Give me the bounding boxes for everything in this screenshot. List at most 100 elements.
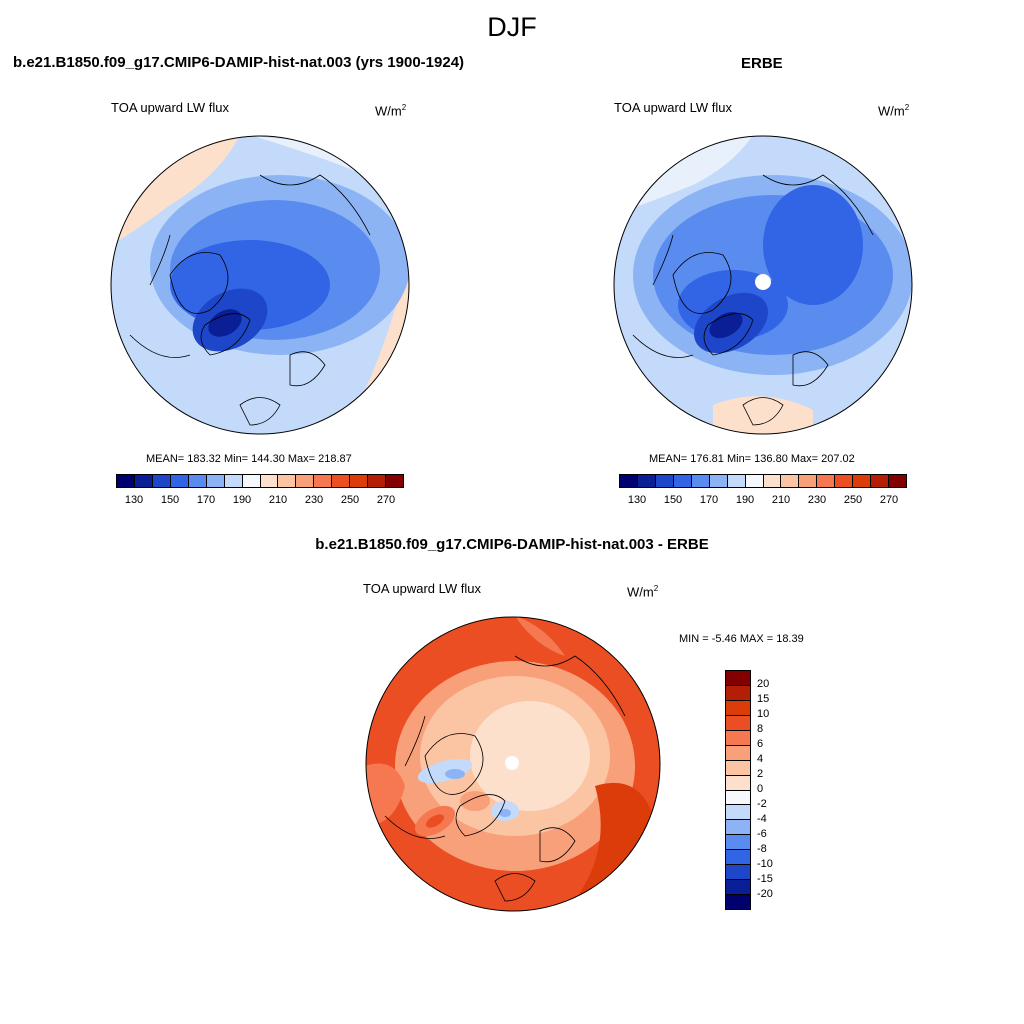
- colorbar-diff-swatch: [726, 745, 750, 761]
- variable-label-obs: TOA upward LW flux: [614, 100, 733, 115]
- colorbar-diff-tick-label: -6: [757, 828, 767, 840]
- colorbar-model-swatch: [170, 475, 189, 487]
- colorbar-model-tick-label: 130: [124, 494, 144, 506]
- colorbar-model-swatch: [260, 475, 279, 487]
- colorbar-model: [116, 474, 404, 488]
- colorbar-diff-swatch: [726, 730, 750, 746]
- colorbar-obs-swatch: [691, 475, 710, 487]
- colorbar-model-swatch: [386, 475, 403, 487]
- stats-diff: MIN = -5.46 MAX = 18.39: [679, 633, 804, 645]
- colorbar-model-swatch: [117, 475, 135, 487]
- colorbar-model-swatch: [134, 475, 153, 487]
- colorbar-obs-tick-label: 270: [879, 494, 899, 506]
- colorbar-diff-tick-label: -8: [757, 843, 767, 855]
- colorbar-ticks-obs: 130 150 170 190 210 230 250 270: [619, 494, 907, 508]
- colorbar-obs-swatch: [655, 475, 674, 487]
- colorbar-diff-tick-label: -20: [757, 888, 773, 900]
- colorbar-obs-tick-label: 250: [843, 494, 863, 506]
- stats-model: MEAN= 183.32 Min= 144.30 Max= 218.87: [146, 453, 352, 465]
- colorbar-obs-swatch: [745, 475, 764, 487]
- colorbar-model-tick-label: 210: [268, 494, 288, 506]
- colorbar-obs-swatch: [871, 475, 890, 487]
- colorbar-obs-tick-label: 230: [807, 494, 827, 506]
- colorbar-model-tick-label: 170: [196, 494, 216, 506]
- colorbar-obs-swatch: [799, 475, 818, 487]
- colorbar-diff-tick-label: 4: [757, 753, 764, 765]
- colorbar-diff-tick-label: 0: [757, 783, 764, 795]
- colorbar-model-tick-label: 190: [232, 494, 252, 506]
- colorbar-model-tick-label: 150: [160, 494, 180, 506]
- colorbar-diff-swatch: [726, 790, 750, 806]
- figure-title: DJF: [487, 12, 537, 42]
- colorbar-model-swatch: [314, 475, 333, 487]
- colorbar-model-tick-label: 270: [376, 494, 396, 506]
- colorbar-ticks-diff: 20 15 10 8 6 4 2 0 -2 -4 -6 -8 -10 -15 -20: [757, 670, 797, 910]
- colorbar-diff-swatch: [726, 805, 750, 821]
- colorbar-obs: [619, 474, 907, 488]
- colorbar-model-swatch: [368, 475, 387, 487]
- colorbar-diff-swatch: [726, 880, 750, 896]
- colorbar-obs-swatch: [727, 475, 746, 487]
- colorbar-diff-swatch: [726, 865, 750, 881]
- colorbar-obs-swatch: [889, 475, 906, 487]
- colorbar-model-swatch: [206, 475, 225, 487]
- colorbar-diff-swatch: [726, 850, 750, 866]
- colorbar-model-swatch: [350, 475, 369, 487]
- colorbar-obs-swatch: [781, 475, 800, 487]
- stats-obs: MEAN= 176.81 Min= 136.80 Max= 207.02: [649, 453, 855, 465]
- colorbar-diff-swatch: [726, 700, 750, 716]
- colorbar-diff-swatch: [726, 685, 750, 701]
- colorbar-obs-swatch: [763, 475, 782, 487]
- panel-title-diff: b.e21.B1850.f09_g17.CMIP6-DAMIP-hist-nat…: [315, 536, 709, 553]
- colorbar-obs-tick-label: 170: [699, 494, 719, 506]
- colorbar-obs-swatch: [835, 475, 854, 487]
- colorbar-diff-tick-label: 8: [757, 723, 764, 735]
- colorbar-diff-tick-label: -15: [757, 873, 773, 885]
- colorbar-diff-tick-label: 10: [757, 708, 770, 720]
- colorbar-obs-tick-label: 210: [771, 494, 791, 506]
- colorbar-model-swatch: [296, 475, 315, 487]
- colorbar-diff-tick-label: 6: [757, 738, 764, 750]
- polar-map-obs: [613, 135, 913, 435]
- colorbar-model-swatch: [278, 475, 297, 487]
- colorbar-diff-tick-label: 15: [757, 693, 770, 705]
- colorbar-diff-swatch: [726, 760, 750, 776]
- units-label-obs: W/m2: [878, 103, 910, 119]
- colorbar-obs-tick-label: 190: [735, 494, 755, 506]
- units-label-model: W/m2: [375, 103, 407, 119]
- variable-label-diff: TOA upward LW flux: [363, 581, 482, 596]
- colorbar-obs-swatch: [853, 475, 872, 487]
- colorbar-obs-tick-label: 150: [663, 494, 683, 506]
- variable-label-model: TOA upward LW flux: [111, 100, 230, 115]
- polar-map-diff: [365, 616, 661, 912]
- colorbar-diff: [725, 670, 751, 910]
- colorbar-diff-swatch: [726, 820, 750, 836]
- colorbar-model-tick-label: 230: [304, 494, 324, 506]
- colorbar-obs-swatch: [709, 475, 728, 487]
- colorbar-model-swatch: [242, 475, 261, 487]
- colorbar-obs-tick-label: 130: [627, 494, 647, 506]
- units-label-diff: W/m2: [627, 584, 659, 600]
- colorbar-diff-swatch: [726, 895, 750, 909]
- colorbar-model-tick-label: 250: [340, 494, 360, 506]
- colorbar-diff-tick-label: 2: [757, 768, 764, 780]
- colorbar-model-swatch: [332, 475, 351, 487]
- colorbar-diff-tick-label: -10: [757, 858, 773, 870]
- colorbar-diff-tick-label: -4: [757, 813, 767, 825]
- colorbar-obs-swatch: [817, 475, 836, 487]
- colorbar-diff-swatch: [726, 715, 750, 731]
- colorbar-diff-tick-label: 20: [757, 678, 770, 690]
- colorbar-obs-swatch: [637, 475, 656, 487]
- colorbar-diff-swatch: [726, 775, 750, 791]
- colorbar-diff-tick-label: -2: [757, 798, 767, 810]
- colorbar-diff-swatch: [726, 835, 750, 851]
- colorbar-model-swatch: [188, 475, 207, 487]
- polar-map-model: [110, 135, 410, 435]
- colorbar-diff-swatch: [726, 671, 750, 686]
- colorbar-model-swatch: [152, 475, 171, 487]
- colorbar-obs-swatch: [673, 475, 692, 487]
- panel-title-model: b.e21.B1850.f09_g17.CMIP6-DAMIP-hist-nat…: [13, 54, 465, 71]
- colorbar-obs-swatch: [620, 475, 638, 487]
- panel-title-obs: ERBE: [741, 55, 783, 72]
- colorbar-ticks-model: 130 150 170 190 210 230 250 270: [116, 494, 404, 508]
